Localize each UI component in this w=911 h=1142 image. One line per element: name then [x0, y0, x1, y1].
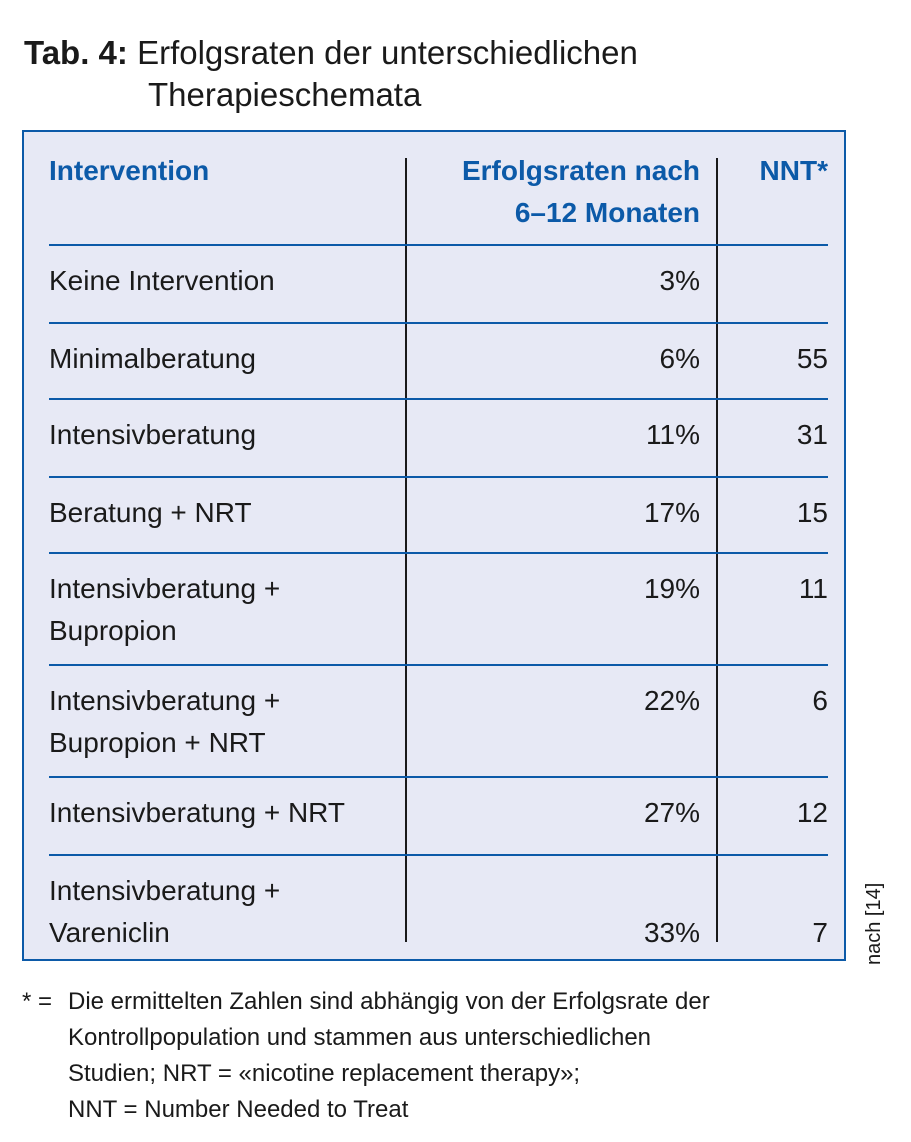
header-rate: Erfolgsraten nach 6–12 Monaten: [424, 150, 700, 234]
intervention-line: Intensivberatung + NRT: [49, 797, 345, 828]
header-intervention: Intervention: [49, 155, 210, 186]
row-divider: [49, 322, 828, 324]
footnote-mark: * =: [22, 988, 53, 1015]
header-rate-line-2: 6–12 Monaten: [514, 197, 700, 228]
table-title: Tab. 4: Erfolgsraten der unterschiedlich…: [24, 32, 884, 116]
cell-nnt: 31: [796, 419, 828, 450]
cell-intervention: Keine Intervention: [49, 260, 399, 302]
cell-rate: 17%: [643, 497, 700, 528]
row-divider: [49, 664, 828, 666]
row-divider: [49, 552, 828, 554]
cell-rate: 33%: [643, 917, 700, 948]
intervention-line: Intensivberatung: [49, 419, 257, 450]
cell-rate: 27%: [643, 797, 700, 828]
cell-nnt: 55: [796, 343, 828, 374]
cell-nnt: 6: [812, 685, 828, 716]
intervention-line: Intensivberatung +: [49, 573, 281, 604]
row-divider: [49, 854, 828, 856]
intervention-line: Beratung + NRT: [49, 497, 252, 528]
cell-intervention: Intensivberatung + NRT: [49, 792, 399, 834]
header-rate-line-1: Erfolgsraten nach: [461, 155, 700, 186]
cell-intervention: Intensivberatung: [49, 414, 399, 456]
header-nnt: NNT*: [759, 155, 828, 186]
source-citation: nach [14]: [863, 882, 885, 965]
table-number: Tab. 4:: [24, 34, 128, 71]
cell-rate: 19%: [643, 573, 700, 604]
cell-nnt: 15: [796, 497, 828, 528]
intervention-line: Keine Intervention: [49, 265, 275, 296]
cell-rate: 3%: [659, 265, 700, 296]
intervention-line: Minimalberatung: [49, 343, 256, 374]
row-divider: [49, 244, 828, 246]
cell-intervention: Intensivberatung + Bupropion + NRT: [49, 680, 399, 764]
results-table: Intervention Erfolgsraten nach 6–12 Mona…: [22, 130, 846, 961]
title-line-2: Therapieschemata: [148, 76, 422, 113]
footnote-line: Kontrollpopulation und stammen aus unter…: [68, 1024, 652, 1051]
cell-rate: 11%: [646, 419, 700, 450]
footnote-line: NNT = Number Needed to Treat: [68, 1096, 409, 1123]
cell-intervention: Minimalberatung: [49, 338, 399, 380]
cell-intervention: Intensivberatung + Vareniclin: [49, 870, 399, 954]
cell-nnt: 7: [812, 917, 828, 948]
cell-rate: 22%: [643, 685, 700, 716]
intervention-line: Intensivberatung +: [49, 875, 281, 906]
cell-intervention: Beratung + NRT: [49, 492, 399, 534]
cell-intervention: Intensivberatung + Bupropion: [49, 568, 399, 652]
intervention-line: Vareniclin: [49, 917, 170, 948]
column-divider: [716, 158, 718, 942]
intervention-line: Bupropion: [49, 615, 177, 646]
cell-rate: 6%: [659, 343, 700, 374]
footnote-line: Die ermittelten Zahlen sind abhängig von…: [68, 988, 710, 1015]
title-line-1: Erfolgsraten der unterschiedlichen: [137, 34, 638, 71]
footnote-line: Studien; NRT = «nicotine replacement the…: [68, 1060, 581, 1087]
cell-nnt: 11: [798, 573, 828, 604]
row-divider: [49, 398, 828, 400]
column-divider: [405, 158, 407, 942]
row-divider: [49, 476, 828, 478]
intervention-line: Bupropion + NRT: [49, 727, 266, 758]
footnote: * = Die ermittelten Zahlen sind abhängig…: [22, 984, 882, 1128]
intervention-line: Intensivberatung +: [49, 685, 281, 716]
cell-nnt: 12: [796, 797, 828, 828]
row-divider: [49, 776, 828, 778]
